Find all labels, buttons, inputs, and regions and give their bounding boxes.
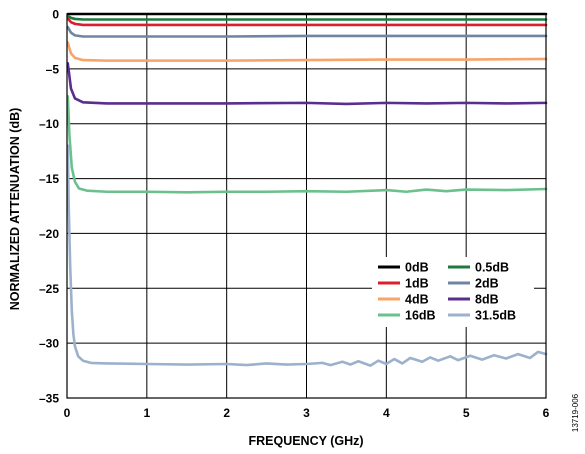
y-tick-label: –35 (39, 392, 59, 406)
series-line-16dB (66, 94, 548, 194)
legend-label-2dB: 2dB (475, 277, 499, 291)
x-tick-label: 6 (543, 406, 550, 420)
tick-labels: 0 1 2 3 4 5 6 0 –5 –10 –15 –20 –25 –30 –35 (39, 8, 550, 421)
x-tick-label: 4 (383, 406, 390, 420)
series-line-4dB (66, 41, 548, 62)
y-axis-label: NORMALIZED ATTENUATION (dB) (8, 108, 22, 311)
x-tick-label: 5 (463, 406, 470, 420)
series-line-8dB (66, 62, 548, 106)
y-tick-label: –25 (39, 282, 59, 296)
series-line-2dB (66, 25, 548, 38)
x-tick-label: 0 (64, 406, 71, 420)
series-line-1dB (66, 17, 548, 27)
legend-label-1dB: 1dB (405, 277, 429, 291)
x-tick-label: 2 (223, 406, 230, 420)
plot-frame (66, 13, 547, 399)
legend: 0dB 0.5dB 1dB 2dB 4dB 8dB 16dB 31.5dB (372, 257, 534, 327)
y-tick-label: –5 (46, 62, 60, 76)
y-tick-label: 0 (52, 8, 59, 22)
y-tick-label: –30 (39, 337, 59, 351)
legend-label-0.5dB: 0.5dB (475, 261, 509, 275)
legend-label-8dB: 8dB (475, 293, 499, 307)
legend-label-16dB: 16dB (405, 309, 436, 323)
legend-label-31.5dB: 31.5dB (475, 309, 516, 323)
x-tick-label: 1 (143, 406, 150, 420)
x-axis-label: FREQUENCY (GHz) (248, 434, 363, 448)
figure-id: 13719-006 (571, 393, 580, 432)
legend-label-0dB: 0dB (405, 261, 429, 275)
legend-label-4dB: 4dB (405, 293, 429, 307)
series-line-31.5dB (66, 144, 548, 367)
y-tick-label: –20 (39, 227, 59, 241)
y-tick-label: –10 (39, 117, 59, 131)
series-line-0.5dB (66, 14, 548, 21)
y-tick-label: –15 (39, 172, 59, 186)
plot-border (66, 13, 547, 399)
grid (67, 14, 546, 398)
x-tick-label: 3 (303, 406, 310, 420)
